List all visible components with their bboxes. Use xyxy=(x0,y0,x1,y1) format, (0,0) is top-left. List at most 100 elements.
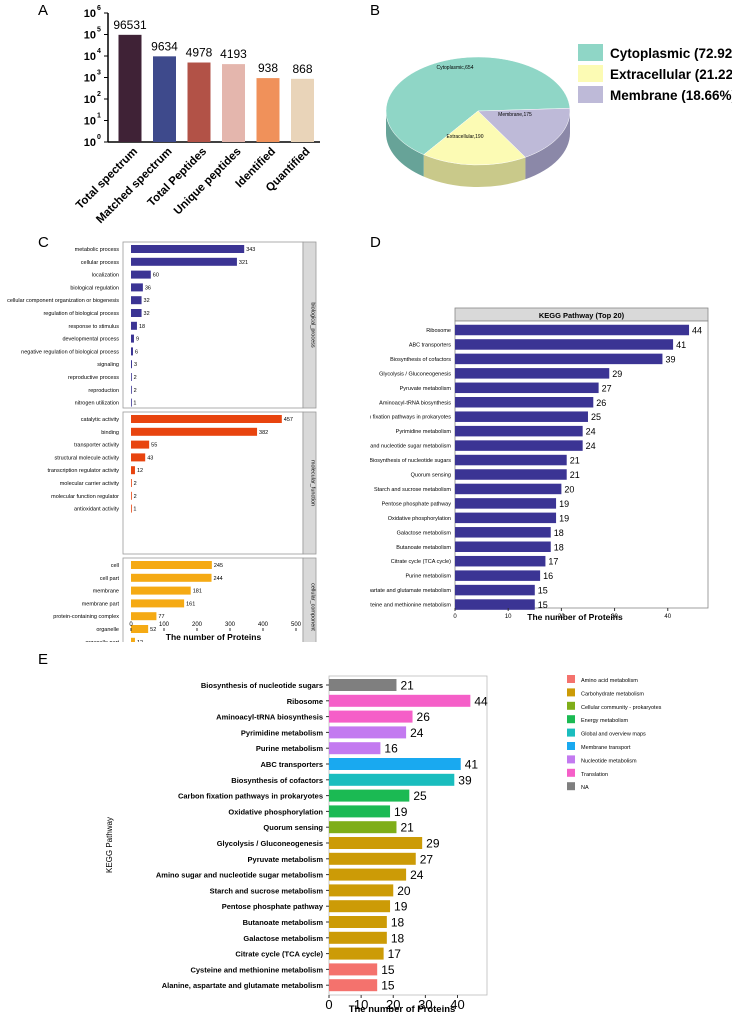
y-tick-label: Purine metabolism xyxy=(256,744,323,753)
bar xyxy=(222,64,245,142)
data-label: 343 xyxy=(246,247,255,253)
data-label: 60 xyxy=(153,273,159,279)
x-axis-label: The number of Proteins xyxy=(527,612,623,620)
x-tick-label: 10 xyxy=(354,997,368,1012)
legend-label: Membrane (18.66%) xyxy=(610,88,732,103)
data-label: 18 xyxy=(554,542,564,552)
data-label: 41 xyxy=(676,340,686,350)
y-tick-label: Pyruvate metabolism xyxy=(400,386,452,392)
legend-label: Cytoplasmic (72.92%) xyxy=(610,46,732,61)
panel-b-chart: Cytoplasmic,654 Extracellular,190 Membrane… xyxy=(385,44,732,188)
bar xyxy=(455,570,541,581)
y-tick-exponent: 2 xyxy=(97,91,101,98)
legend-swatch xyxy=(578,86,603,103)
y-tick-label: membrane xyxy=(93,589,119,595)
data-label: 55 xyxy=(151,443,157,449)
panel-label-e: E xyxy=(38,651,49,668)
facet-strip-label: molecular_function xyxy=(310,460,316,506)
legend-swatch xyxy=(567,782,575,791)
y-tick-label: metabolic process xyxy=(75,247,120,253)
data-label: 4193 xyxy=(220,47,247,61)
y-axis-label: KEGG Pathway xyxy=(105,817,114,873)
data-label: 24 xyxy=(410,726,424,740)
data-label: 24 xyxy=(410,868,424,882)
bar xyxy=(131,334,134,343)
y-tick-label: molecular carrier activity xyxy=(60,481,120,487)
y-tick-label: Cysteine and methionine metabolism xyxy=(370,603,451,609)
data-label: 181 xyxy=(193,589,202,595)
data-label: 19 xyxy=(559,513,569,523)
legend-swatch xyxy=(567,715,575,724)
bar xyxy=(329,884,394,897)
y-tick-label: Galactose metabolism xyxy=(397,530,452,536)
x-tick-label: 30 xyxy=(418,997,432,1012)
y-tick-label: Alanine, aspartate and glutamate metabol… xyxy=(370,588,451,594)
data-label: 32 xyxy=(144,298,150,304)
bar xyxy=(131,283,143,292)
y-tick-label: Ribosome xyxy=(426,328,451,334)
data-label: 2 xyxy=(134,375,137,381)
facet-strip xyxy=(302,241,317,409)
legend-swatch xyxy=(567,701,575,710)
facet-panel xyxy=(122,241,304,409)
x-tick-label: 40 xyxy=(450,997,464,1012)
bar xyxy=(329,679,397,691)
y-tick-label: Biosynthesis of cofactors xyxy=(231,776,323,785)
bar xyxy=(329,963,378,976)
legend-swatch xyxy=(578,44,603,61)
data-label: 2 xyxy=(134,481,137,487)
y-tick-exponent: 3 xyxy=(97,70,101,77)
bar xyxy=(455,353,663,365)
y-tick-label: Biosynthesis of nucleotide sugars xyxy=(201,681,323,690)
y-tick-label: Amino sugar and nucleotide sugar metabol… xyxy=(370,444,451,450)
bar xyxy=(256,78,280,142)
facet-strip-label: cellular_component xyxy=(310,583,316,631)
data-label: 9 xyxy=(136,337,139,343)
y-tick-label: Glycolysis / Gluconeogenesis xyxy=(217,839,323,848)
y-tick-label: signaling xyxy=(97,362,119,368)
y-tick-label: Carbon fixation pathways in prokaryotes xyxy=(178,792,323,801)
y-tick-label: regulation of biological process xyxy=(43,311,119,317)
y-tick-label: Galactose metabolism xyxy=(243,934,323,943)
bar xyxy=(153,56,176,142)
bar xyxy=(131,479,132,487)
legend-label: Carbohydrate metabolism xyxy=(581,691,644,697)
y-tick-label: 10 xyxy=(84,30,96,42)
data-label: 3 xyxy=(134,362,137,368)
data-label: 2 xyxy=(134,494,137,500)
bar xyxy=(455,368,610,379)
data-label: 4978 xyxy=(186,46,213,60)
bar xyxy=(131,504,132,513)
x-tick-label: 30 xyxy=(611,614,618,620)
y-tick-label: Aminoacyl-tRNA biosynthesis xyxy=(379,400,451,406)
y-tick-label: organelle part xyxy=(85,640,119,642)
y-tick-label: Biosynthesis of cofactors xyxy=(390,357,451,363)
y-tick-label: localization xyxy=(92,273,119,279)
y-tick-exponent: 6 xyxy=(97,5,101,12)
bar xyxy=(329,852,416,865)
legend-label: Amino acid metabolism xyxy=(581,678,638,684)
bar xyxy=(131,586,191,595)
y-tick-label: cellular process xyxy=(81,260,119,266)
x-tick-label: 40 xyxy=(664,614,671,620)
bar xyxy=(329,805,391,818)
bar xyxy=(131,398,132,407)
data-label: 24 xyxy=(586,427,596,437)
data-label: 44 xyxy=(474,694,488,708)
panel-label-a: A xyxy=(38,2,49,19)
y-tick-label: membrane part xyxy=(82,601,120,607)
bar xyxy=(131,385,132,394)
pie-slice xyxy=(477,108,571,158)
data-label: 20 xyxy=(564,484,574,494)
y-tick-label: Citrate cycle (TCA cycle) xyxy=(235,950,323,959)
y-tick-label: reproduction xyxy=(88,388,119,394)
y-tick-label: Alanine, aspartate and glutamate metabol… xyxy=(162,981,324,990)
y-tick-label: developmental process xyxy=(62,337,119,343)
x-tick-label: Total spectrum xyxy=(74,146,140,212)
pie-side xyxy=(423,154,526,188)
y-tick-label: nitrogen utilization xyxy=(75,401,119,407)
slice-label: Membrane,175 xyxy=(498,112,532,118)
facet-strip xyxy=(302,557,317,642)
bar xyxy=(131,427,258,436)
